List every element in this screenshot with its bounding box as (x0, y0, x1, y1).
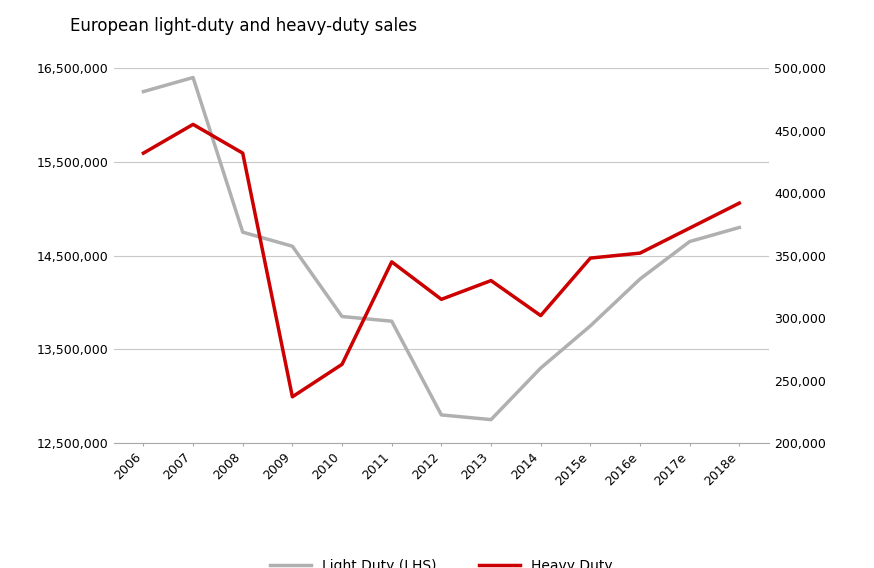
Heavy Duty (734, 200, 745, 207)
Light Duty (LHS) (585, 323, 595, 329)
Light Duty (LHS) (288, 243, 298, 250)
Light Duty (LHS) (188, 74, 198, 81)
Light Duty (LHS) (238, 229, 248, 236)
Heavy Duty (138, 150, 149, 157)
Light Duty (LHS) (138, 88, 149, 95)
Heavy Duty (486, 277, 496, 284)
Heavy Duty (585, 254, 595, 261)
Heavy Duty (536, 312, 546, 319)
Heavy Duty (386, 258, 397, 265)
Legend: Light Duty (LHS), Heavy Duty: Light Duty (LHS), Heavy Duty (264, 553, 619, 568)
Heavy Duty (684, 225, 695, 232)
Heavy Duty (336, 361, 347, 367)
Heavy Duty (436, 296, 447, 303)
Heavy Duty (188, 121, 198, 128)
Heavy Duty (635, 250, 645, 257)
Light Duty (LHS) (486, 416, 496, 423)
Line: Heavy Duty: Heavy Duty (143, 124, 739, 397)
Light Duty (LHS) (635, 275, 645, 282)
Heavy Duty (288, 394, 298, 400)
Text: European light-duty and heavy-duty sales: European light-duty and heavy-duty sales (70, 17, 417, 35)
Light Duty (LHS) (436, 411, 447, 418)
Light Duty (LHS) (336, 313, 347, 320)
Line: Light Duty (LHS): Light Duty (LHS) (143, 78, 739, 420)
Light Duty (LHS) (734, 224, 745, 231)
Light Duty (LHS) (386, 318, 397, 325)
Light Duty (LHS) (684, 238, 695, 245)
Heavy Duty (238, 150, 248, 157)
Light Duty (LHS) (536, 365, 546, 371)
